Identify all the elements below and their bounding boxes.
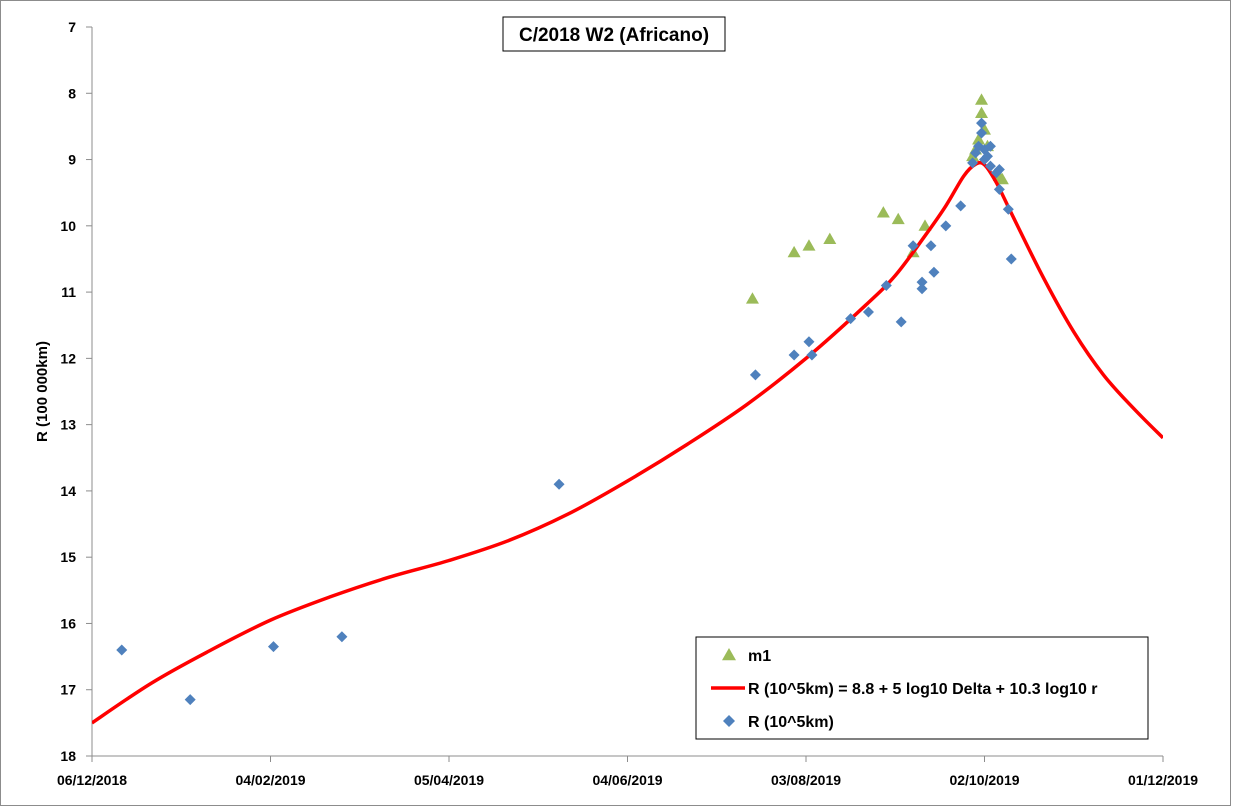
r-point (940, 220, 952, 232)
y-tick-label: 12 (60, 350, 76, 366)
y-tick-label: 9 (68, 152, 76, 168)
r-point (976, 127, 988, 139)
x-tick-label: 04/02/2019 (235, 772, 305, 788)
r-point (993, 163, 1005, 175)
m1-point (745, 292, 759, 304)
m1-point (975, 106, 989, 119)
r-point (925, 240, 937, 252)
x-tick-label: 01/12/2019 (1128, 772, 1198, 788)
r-point (1005, 253, 1017, 265)
r-point (803, 336, 815, 348)
m1-point (823, 232, 837, 244)
legend: m1 R (10^5km) = 8.8 + 5 log10 Delta + 10.… (695, 636, 1149, 740)
chart-title-box: C/2018 W2 (Africano) (502, 16, 726, 52)
r-point (967, 157, 979, 169)
r-point (916, 283, 928, 295)
r-point (984, 140, 996, 152)
r-point (916, 276, 928, 288)
r-point (981, 150, 993, 162)
r-point (267, 641, 279, 653)
y-tick-label: 13 (60, 417, 76, 433)
r-point (806, 349, 818, 361)
r-point (907, 240, 919, 252)
y-tick-label: 15 (60, 549, 76, 565)
legend-box (695, 636, 1149, 740)
x-tick-label: 06/12/2018 (57, 772, 127, 788)
chart-title-frame (502, 16, 726, 52)
y-tick-label: 7 (68, 19, 76, 35)
chart-title: C/2018 W2 (Africano) (519, 25, 709, 46)
m1-point (975, 93, 989, 105)
y-axis-ticks: 7 8 9 10 11 12 13 14 15 16 17 18 (60, 19, 92, 764)
x-tick-label: 03/08/2019 (771, 772, 841, 788)
y-tick-label: 18 (60, 748, 76, 764)
y-tick-label: 11 (61, 284, 76, 300)
r-point (976, 117, 988, 129)
y-tick-label: 8 (68, 85, 76, 101)
y-tick-label: 17 (60, 682, 76, 698)
y-tick-label: 10 (60, 218, 76, 234)
r-point (955, 200, 967, 212)
y-tick-label: 16 (60, 615, 76, 631)
fit-line (92, 160, 1163, 725)
m1-point (972, 133, 986, 145)
r-point (336, 631, 348, 643)
m1-point (787, 245, 801, 258)
legend-r-label: R (10^5km) (748, 714, 834, 731)
m1-point (891, 212, 905, 225)
legend-r-marker (723, 715, 735, 727)
r-point (845, 313, 857, 325)
m1-point (918, 219, 932, 231)
series-r (116, 117, 1017, 706)
r-point (862, 306, 874, 318)
r-point (553, 478, 565, 490)
r-point (184, 694, 196, 706)
r-point (1002, 203, 1014, 215)
r-point (116, 644, 128, 656)
r-point (749, 369, 761, 381)
r-point (895, 316, 907, 328)
x-axis-ticks: 06/12/2018 04/02/2019 05/04/2019 04/06/2019… (57, 756, 1198, 788)
legend-m1-label: m1 (748, 648, 771, 665)
y-tick-label: 14 (60, 483, 76, 499)
legend-m1-marker (722, 648, 736, 661)
x-tick-label: 04/06/2019 (592, 772, 662, 788)
y-axis-title: R (100 000km) (34, 341, 51, 442)
r-point (984, 160, 996, 172)
r-point (928, 266, 940, 278)
r-point (788, 349, 800, 361)
x-tick-label: 05/04/2019 (414, 772, 484, 788)
m1-point (995, 172, 1009, 185)
m1-point (876, 206, 890, 218)
plot-series (92, 93, 1163, 725)
m1-point (802, 239, 816, 251)
legend-fit-label: R (10^5km) = 8.8 + 5 log10 Delta + 10.3 … (748, 681, 1098, 698)
r-point (880, 279, 892, 291)
r-point (993, 183, 1005, 195)
x-tick-label: 02/10/2019 (949, 772, 1019, 788)
